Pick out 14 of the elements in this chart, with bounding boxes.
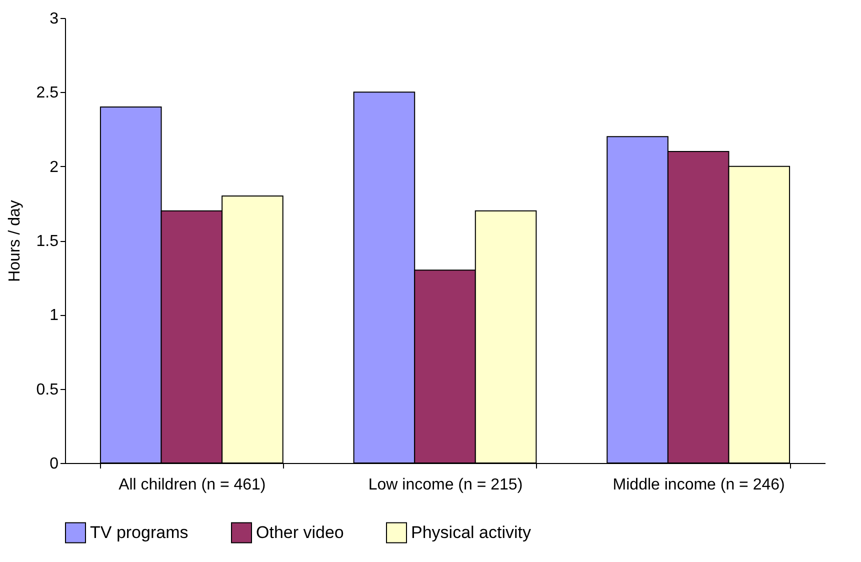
y-tick-label: 0.5	[36, 381, 59, 398]
legend-label: Physical activity	[411, 522, 532, 542]
y-axis-title: Hours / day	[6, 200, 24, 282]
legend-label: Other video	[256, 522, 344, 542]
y-tick-label: 1.5	[36, 233, 59, 250]
y-tick-label: 3	[50, 10, 59, 28]
y-tick-label: 1	[50, 307, 59, 324]
y-tick-label: 0	[50, 456, 59, 472]
y-tick-label: 2	[50, 158, 59, 176]
legend-label: TV programs	[90, 522, 188, 542]
x-tick-label: All children (n = 461)	[118, 476, 266, 494]
y-tick-label: 2.5	[36, 84, 59, 102]
x-tick-label: Middle income (n = 246)	[612, 476, 785, 494]
x-tick-label: Low income (n = 215)	[368, 476, 523, 494]
